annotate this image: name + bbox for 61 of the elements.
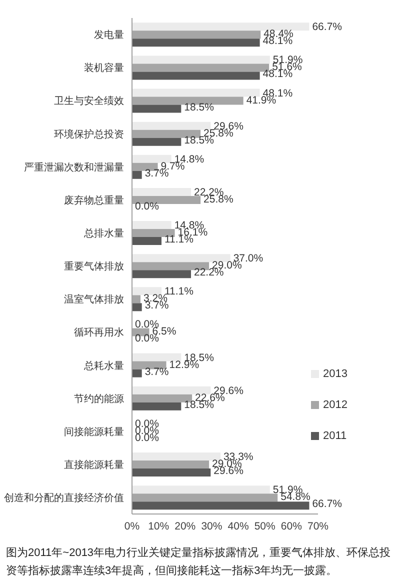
- text: 图为2011年~2013年电力行业关键定量指标披露情况，重要气体排放、环保总投资等指标披露率连续3年提高，但间接能耗这一指标3年均无一披露。: [5, 546, 392, 579]
- bar: [132, 104, 182, 113]
- legend-label: 2013: [323, 368, 348, 380]
- bar: [132, 486, 270, 494]
- bar: [132, 88, 260, 97]
- y-tick-label: 循环再用水: [74, 326, 124, 339]
- y-tick-label: 严重泄漏次数和泄漏量: [24, 161, 124, 174]
- data-label: 66.7%: [312, 498, 342, 510]
- x-tick-label: 20%: [174, 520, 196, 532]
- bar: [132, 287, 162, 296]
- bar: [132, 353, 182, 362]
- y-tick-label: 废弃物总重量: [64, 194, 124, 206]
- x-tick-label: 40%: [228, 520, 249, 532]
- bar: [132, 56, 270, 64]
- data-label: 48.1%: [262, 68, 293, 80]
- data-label: 48.1%: [262, 35, 293, 48]
- data-label: 18.5%: [184, 101, 214, 114]
- legend-label: 2012: [323, 399, 348, 411]
- y-tick-label: 温室气体排放: [64, 294, 124, 306]
- y-tick-label: 总耗水量: [83, 360, 124, 372]
- bar: [132, 303, 142, 312]
- bar: [132, 402, 182, 410]
- bar: [132, 138, 182, 146]
- bar: [132, 188, 191, 196]
- y-tick-label: 直接能源耗量: [64, 458, 124, 471]
- bar: [132, 254, 230, 262]
- y-tick-label: 发电量: [94, 29, 124, 42]
- data-label: 0.0%: [135, 332, 159, 345]
- y-tick-label: 装机容量: [84, 62, 124, 74]
- bar: [132, 221, 172, 230]
- bar: [132, 270, 191, 278]
- y-tick-label: 卫生与安全绩效: [54, 95, 124, 108]
- y-tick-label: 环境保护总投资: [54, 128, 124, 140]
- data-label: 3.7%: [144, 366, 169, 378]
- x-tick-label: 10%: [148, 520, 170, 532]
- y-tick-label: 节约的能源: [74, 392, 124, 405]
- bar: [132, 122, 211, 130]
- x-tick-label: 30%: [201, 520, 222, 532]
- bar: [132, 72, 260, 80]
- bar: [132, 468, 211, 476]
- bar: [132, 170, 142, 179]
- data-label: 22.2%: [194, 266, 224, 279]
- x-tick-label: 0%: [124, 520, 140, 532]
- bar: [132, 369, 142, 378]
- y-tick-label: 总排水量: [83, 227, 124, 240]
- x-tick-label: 50%: [254, 520, 276, 532]
- y-tick-label: 创造和分配的直接经济价值: [4, 492, 124, 504]
- bar: [132, 452, 220, 460]
- x-tick-label: 60%: [280, 520, 302, 532]
- bar: [132, 22, 310, 31]
- data-label: 66.7%: [312, 21, 342, 34]
- x-tick-label: 70%: [307, 520, 329, 532]
- bar: [132, 154, 172, 163]
- legend-label: 2011: [323, 430, 347, 442]
- bar: [132, 502, 310, 510]
- y-tick-label: 重要气体排放: [64, 260, 124, 273]
- y-tick-label: 间接能源耗量: [64, 426, 124, 438]
- bar: [132, 237, 162, 246]
- bar: [132, 386, 211, 394]
- bar: [132, 38, 260, 47]
- data-label: 0.0%: [135, 200, 159, 212]
